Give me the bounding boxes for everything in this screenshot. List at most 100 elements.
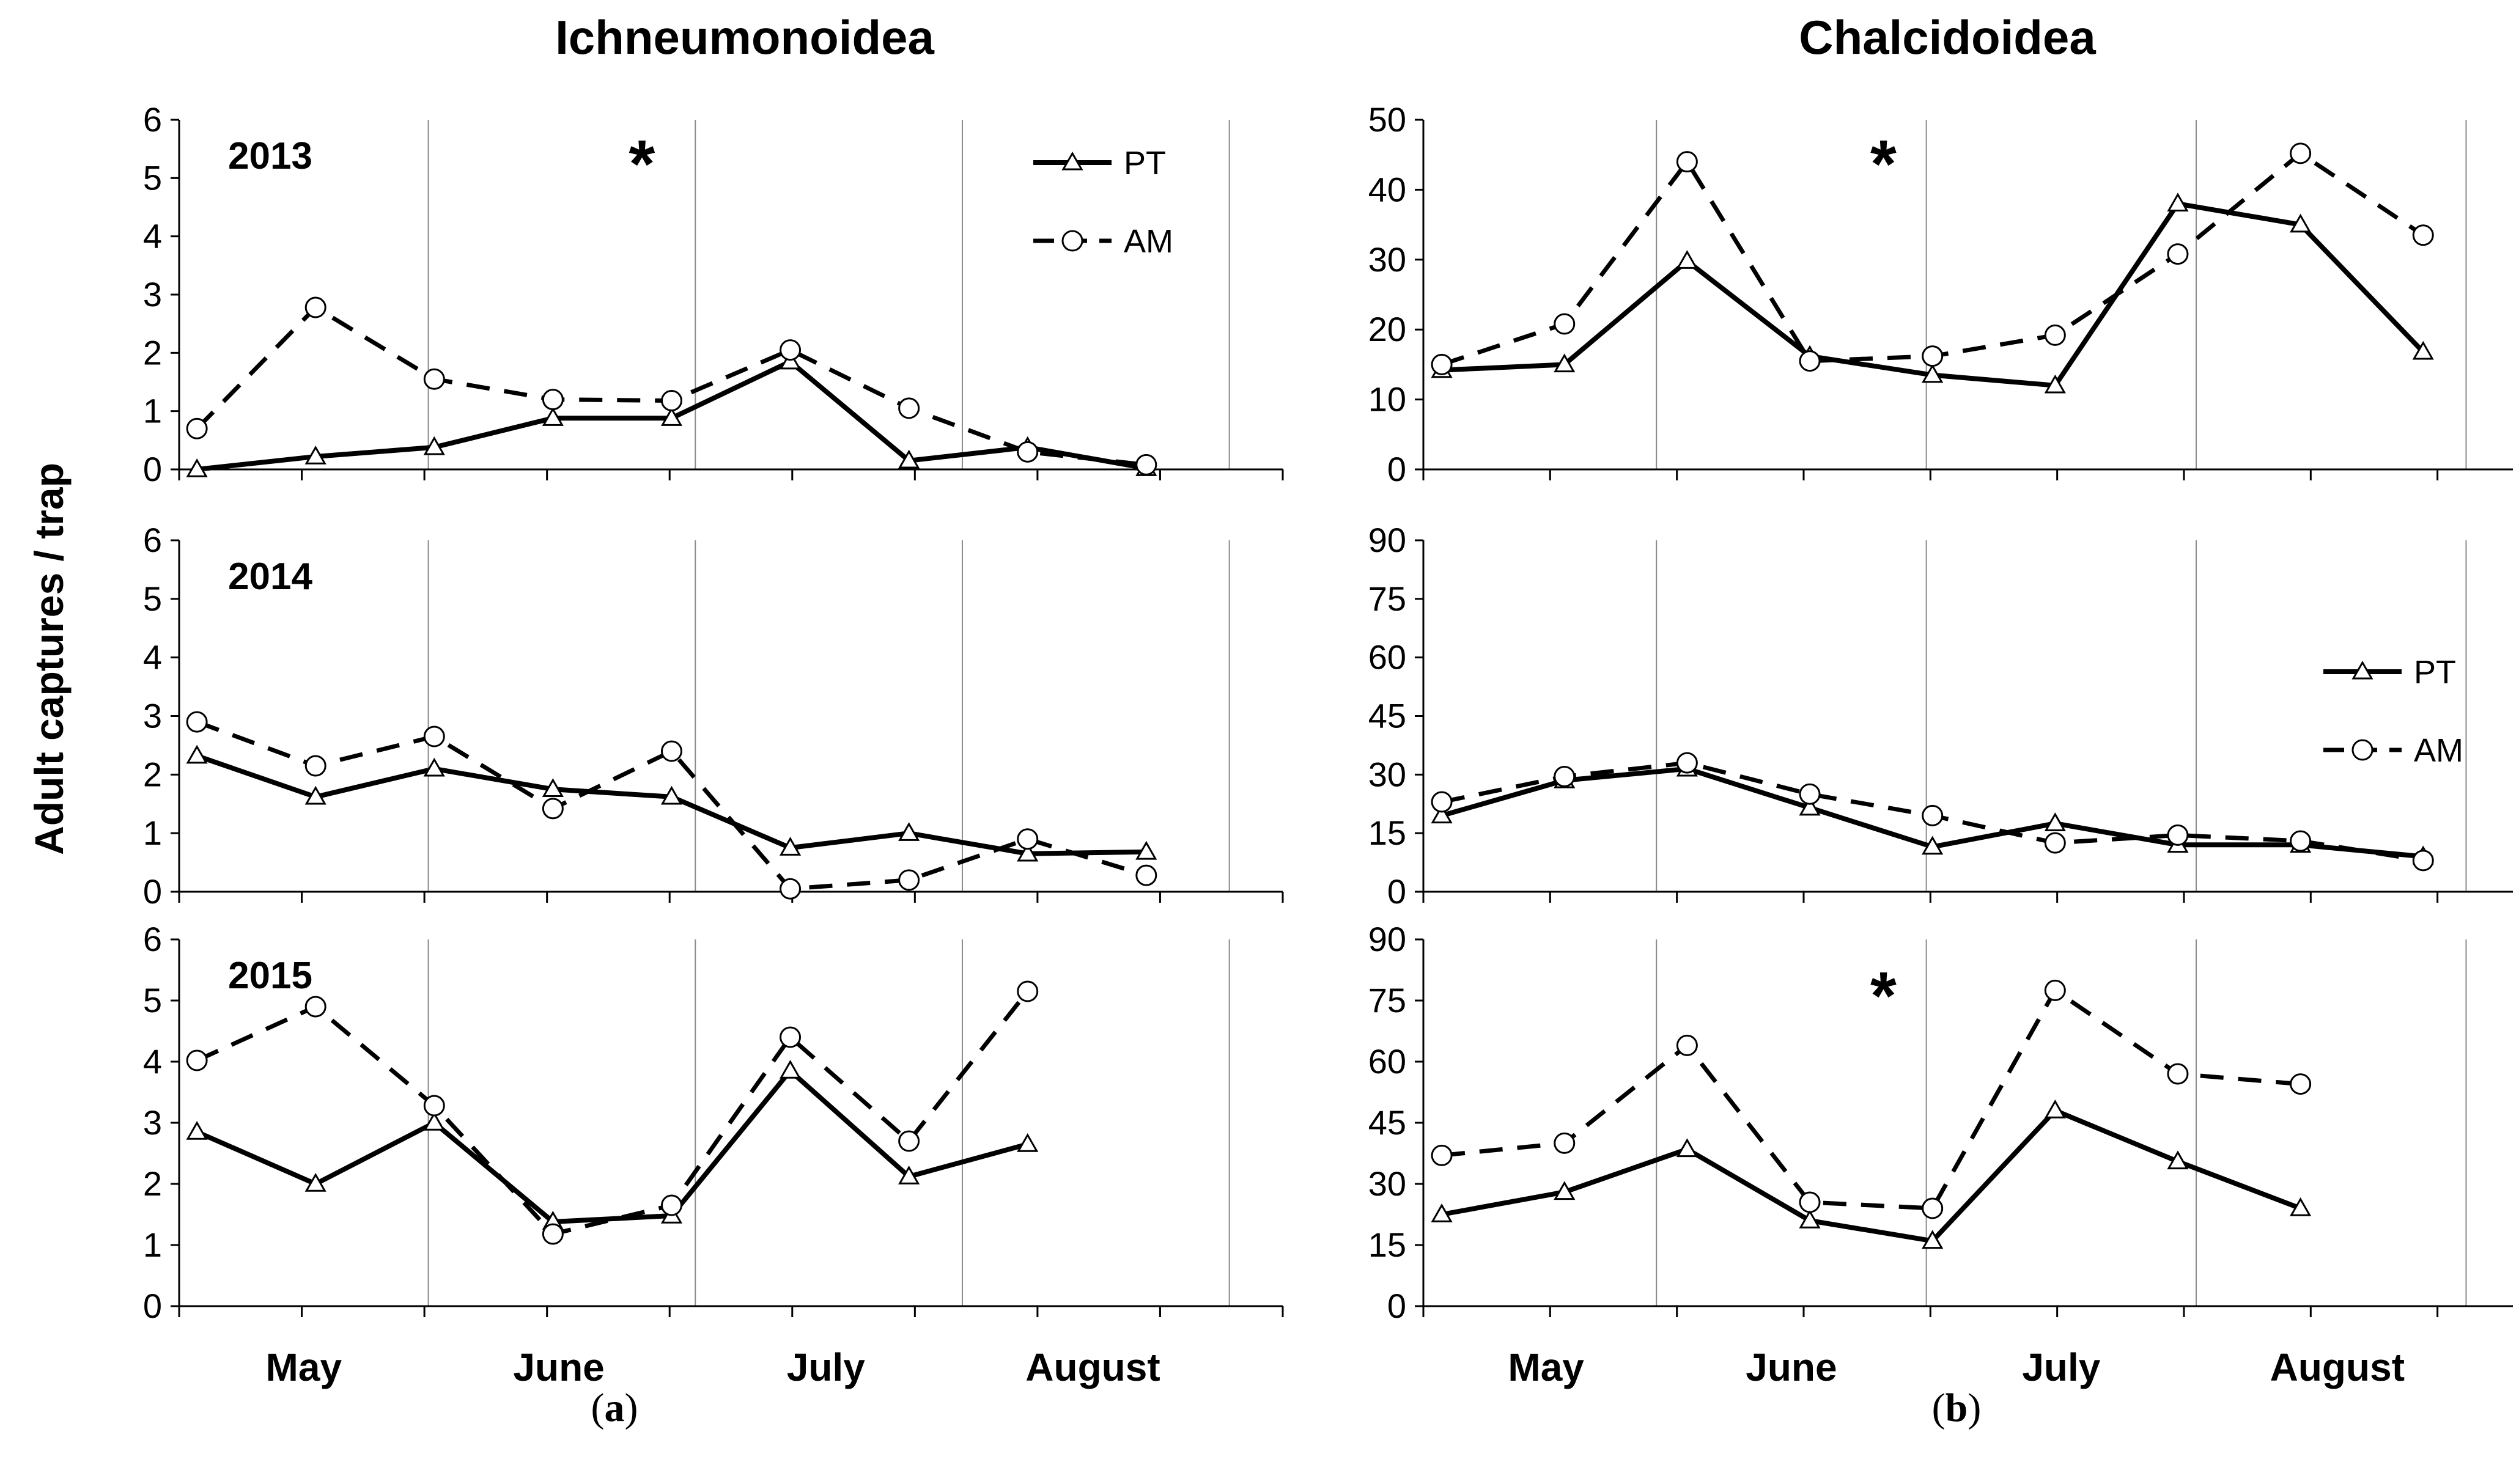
data-point-am: [423, 1095, 445, 1117]
data-point-am: [898, 869, 920, 891]
month-label: June: [513, 1345, 604, 1389]
data-point-am: [2167, 243, 2189, 265]
data-point-am: [1554, 1132, 1576, 1154]
data-point-am: [1922, 345, 1944, 367]
data-point-am: [304, 755, 326, 777]
y-tick-label: 2: [143, 333, 162, 372]
data-point-pt: [898, 449, 920, 469]
month-label: July: [2022, 1345, 2100, 1389]
data-point-am: [1799, 1191, 1821, 1213]
year-label: 2014: [228, 556, 312, 598]
data-point-am: [1922, 804, 1944, 826]
data-point-am: [1017, 828, 1039, 850]
data-point-pt: [1554, 353, 1576, 373]
legend: PT AM: [2323, 654, 2463, 769]
data-point-am: [1676, 752, 1698, 774]
y-tick-label: 0: [143, 450, 162, 488]
data-point-pt: [1922, 836, 1944, 855]
y-axis-label: Adult captures / trap: [26, 463, 72, 855]
data-point-am: [2290, 1073, 2312, 1095]
y-tick-label: 4: [143, 217, 162, 255]
month-label: June: [1746, 1345, 1837, 1389]
data-point-pt: [542, 778, 564, 798]
sublabel-a: (a): [591, 1386, 638, 1430]
data-point-am: [2167, 824, 2189, 846]
data-point-pt: [2167, 1150, 2189, 1170]
y-tick-label: 0: [143, 872, 162, 911]
data-point-am: [2167, 1063, 2189, 1085]
legend-marker: [1061, 230, 1083, 252]
y-tick-label: 6: [143, 920, 162, 958]
y-tick-label: 60: [1368, 1042, 1406, 1081]
data-point-pt: [1017, 842, 1039, 862]
data-point-pt: [1922, 1230, 1944, 1249]
data-point-pt: [186, 458, 208, 477]
data-point-am: [1431, 353, 1453, 375]
data-point-am: [2412, 224, 2434, 246]
data-point-pt: [660, 407, 683, 426]
y-tick-label: 30: [1368, 240, 1406, 279]
y-tick-label: 1: [143, 814, 162, 852]
data-point-pt: [1799, 1209, 1821, 1229]
significance-asterisk: *: [1870, 958, 1897, 1034]
panel-a-2014: 0 1 2 3 4 5 6 2014: [143, 521, 1284, 911]
y-tick-label: 5: [143, 981, 162, 1019]
data-point-pt: [1431, 1203, 1453, 1222]
panel-a-2015: 0 1 2 3 4 5 6 2015 May June July August: [143, 920, 1284, 1389]
month-label: May: [266, 1345, 342, 1389]
y-tick-label: 6: [143, 521, 162, 559]
y-tick-label: 3: [143, 275, 162, 314]
month-label: August: [2270, 1345, 2405, 1389]
data-point-am: [542, 389, 564, 411]
data-point-pt: [779, 1059, 802, 1079]
data-point-am: [1554, 313, 1576, 335]
series-line-am: [196, 719, 1147, 891]
series-line-pt: [196, 753, 1146, 856]
data-point-am: [542, 798, 564, 820]
data-point-am: [304, 296, 326, 318]
data-point-pt: [2044, 1099, 2066, 1119]
data-point-am: [1017, 980, 1039, 1002]
data-point-am: [660, 390, 682, 412]
data-point-am: [1676, 1034, 1698, 1056]
y-tick-label: 30: [1368, 1164, 1406, 1203]
data-point-am: [1922, 1197, 1944, 1219]
column-title-a: Ichneumonoidea: [555, 10, 934, 64]
sublabel-b: (b): [1932, 1386, 1982, 1430]
year-label: 2013: [228, 135, 312, 177]
y-tick-label: 20: [1368, 310, 1406, 348]
data-point-pt: [542, 407, 564, 426]
data-point-pt: [186, 744, 208, 764]
data-point-am: [780, 1026, 802, 1048]
significance-asterisk: *: [1870, 127, 1897, 202]
data-point-pt: [898, 822, 920, 841]
y-tick-label: 4: [143, 638, 162, 677]
y-tick-label: 90: [1368, 521, 1406, 559]
data-point-am: [660, 1194, 682, 1216]
data-point-pt: [898, 1165, 920, 1185]
data-point-pt: [423, 757, 445, 777]
data-point-am: [1135, 454, 1157, 476]
data-point-am: [186, 711, 208, 733]
data-point-am: [1017, 441, 1039, 463]
y-tick-label: 1: [143, 1225, 162, 1264]
data-point-pt: [186, 1120, 208, 1140]
y-tick-label: 5: [143, 579, 162, 618]
data-point-am: [423, 725, 445, 748]
data-point-pt: [1676, 1138, 1698, 1158]
month-label: August: [1025, 1345, 1160, 1389]
panel-b-2014: 0 15 30 45 60 75 90 PT AM: [1368, 521, 2513, 911]
data-point-am: [780, 339, 802, 361]
series-line-pt: [196, 1068, 1028, 1224]
y-tick-label: 10: [1368, 380, 1406, 419]
y-tick-label: 3: [143, 1103, 162, 1142]
data-point-pt: [1799, 796, 1821, 816]
data-point-pt: [2290, 213, 2312, 233]
y-tick-label: 75: [1368, 981, 1406, 1019]
legend-label: PT: [2414, 654, 2456, 691]
data-point-am: [423, 368, 445, 390]
legend-marker: [1061, 151, 1083, 171]
data-point-am: [1431, 1144, 1453, 1166]
